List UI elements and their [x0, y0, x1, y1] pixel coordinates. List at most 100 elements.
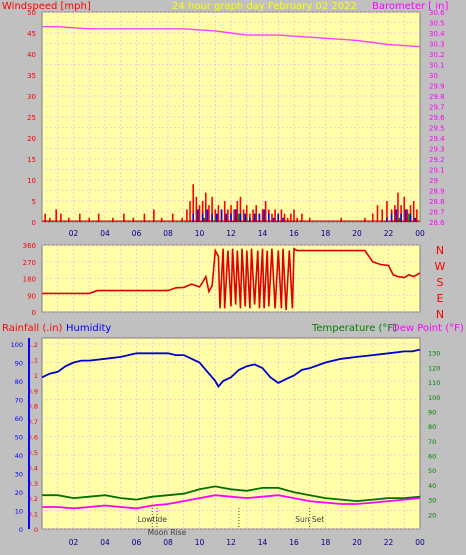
compass-letter: E	[437, 292, 444, 305]
rain-tick: 1.1	[28, 356, 38, 364]
compass-letter: S	[437, 276, 444, 289]
humidity-tick: 60	[15, 415, 23, 423]
windspeed-tick: 10	[27, 177, 36, 185]
temperature-label: Temperature (°F)	[311, 323, 397, 334]
rain-tick: 0.5	[28, 449, 38, 457]
barometer-tick: 30.1	[429, 62, 445, 70]
barometer-tick: 30.5	[429, 20, 445, 28]
humidity-label: Humidity	[66, 323, 111, 334]
humidity-tick: 70	[15, 397, 23, 405]
temperature-tick: 110	[428, 379, 440, 387]
direction-line	[42, 247, 421, 311]
windspeed-tick: 35	[27, 72, 36, 80]
windspeed-label: Windspeed [mph]	[2, 1, 91, 12]
humidity-tick: 10	[15, 508, 23, 516]
rain-tick: 0.1	[28, 511, 38, 519]
temperature-tick: 60	[428, 453, 436, 461]
rainfall-label: Rainfall (.in)	[2, 323, 63, 334]
barometer-tick: 30.6	[429, 9, 445, 17]
barometer-line	[42, 26, 421, 48]
barometer-tick: 28.7	[429, 209, 445, 217]
series-line-humidity	[41, 348, 421, 389]
x-tick-label: 18	[321, 538, 331, 547]
direction-tick: 270	[23, 259, 36, 267]
barometer-tick: 30	[429, 72, 438, 80]
barometer-tick: 29.1	[429, 167, 445, 175]
humidity-tick: 80	[15, 378, 23, 386]
x-tick-label: 14	[258, 538, 268, 547]
windspeed-tick: 45	[27, 30, 36, 38]
barometer-tick: 29.5	[429, 125, 445, 133]
x-tick-label: 04	[100, 229, 110, 238]
compass-letter: N	[436, 244, 444, 257]
temperature-tick: 80	[428, 423, 436, 431]
x-tick-label: 22	[384, 538, 394, 547]
compass-letter: N	[436, 308, 444, 321]
direction-tick: 0	[32, 309, 36, 317]
windspeed-tick: 50	[27, 9, 36, 17]
barometer-tick: 28.8	[429, 198, 445, 206]
x-tick-label: 22	[384, 229, 394, 238]
barometer-tick: 29.8	[429, 93, 445, 101]
windspeed-tick: 40	[27, 51, 36, 59]
windspeed-tick: 5	[32, 198, 36, 206]
x-tick-label: 20	[352, 229, 362, 238]
rain-tick: 0.4	[28, 464, 38, 472]
series-layer	[41, 26, 421, 529]
rain-tick: 0.9	[28, 387, 38, 395]
barometer-tick: 30.4	[429, 30, 445, 38]
barometer-tick: 29.2	[429, 156, 445, 164]
axis-layer: 28.6 28.7 28.8 28.9 29 29.1 29.2 29.3 29.4 29.5 29…	[11, 9, 446, 547]
direction-tick: 180	[23, 276, 36, 284]
rain-tick: 0.7	[28, 418, 38, 426]
x-tick-label: 12	[226, 538, 236, 547]
series-line-dew-point	[42, 494, 421, 510]
temperature-tick: 30	[428, 497, 436, 505]
x-tick-label: 14	[258, 229, 268, 238]
temperature-tick: 20	[428, 511, 436, 519]
rain-tick: 0.8	[28, 403, 38, 411]
direction-tick: 90	[27, 292, 36, 300]
temperature-tick: 120	[428, 364, 440, 372]
x-tick-label: 12	[226, 229, 236, 238]
x-tick-label: 04	[100, 538, 110, 547]
barometer-tick: 29	[429, 177, 438, 185]
rain-tick: 0.2	[28, 495, 38, 503]
temperature-tick: 40	[428, 482, 436, 490]
humidity-tick: 90	[15, 360, 23, 368]
windspeed-tick: 20	[27, 135, 36, 143]
series-line-temperature	[42, 485, 421, 503]
x-tick-label: 20	[352, 538, 362, 547]
x-tick-label: 08	[163, 229, 173, 238]
rain-tick: 0.6	[28, 434, 38, 442]
x-tick-label: 00	[415, 229, 425, 238]
annotation-label: Lowtide	[138, 515, 168, 524]
direction-tick: 360	[23, 242, 36, 250]
x-tick-label: 02	[69, 538, 79, 547]
x-tick-label: 18	[321, 229, 331, 238]
humidity-tick: 30	[15, 471, 23, 479]
compass-letter: W	[435, 260, 446, 273]
x-tick-label: 02	[69, 229, 79, 238]
x-tick-label: 10	[195, 229, 205, 238]
annotation-label: Moon Rise	[148, 528, 187, 537]
barometer-tick: 29.6	[429, 114, 445, 122]
barometer-tick: 28.6	[429, 219, 445, 227]
windspeed-tick: 25	[27, 114, 36, 122]
temperature-tick: 100	[428, 394, 440, 402]
dewpoint-label: Dew Point (°F)	[392, 323, 464, 334]
annotation-label: Sun Set	[295, 515, 324, 524]
x-tick-label: 10	[195, 538, 205, 547]
temperature-tick: 70	[428, 438, 436, 446]
barometer-tick: 29.3	[429, 146, 445, 154]
barometer-tick: 30.3	[429, 41, 445, 49]
barometer-tick: 29.9	[429, 83, 445, 91]
windspeed-tick: 0	[32, 219, 36, 227]
temperature-tick: 130	[428, 350, 440, 358]
humidity-tick: 50	[15, 434, 23, 442]
windspeed-tick: 30	[27, 93, 36, 101]
barometer-label: Barometer [ in]	[372, 1, 448, 12]
humidity-tick: 40	[15, 452, 23, 460]
